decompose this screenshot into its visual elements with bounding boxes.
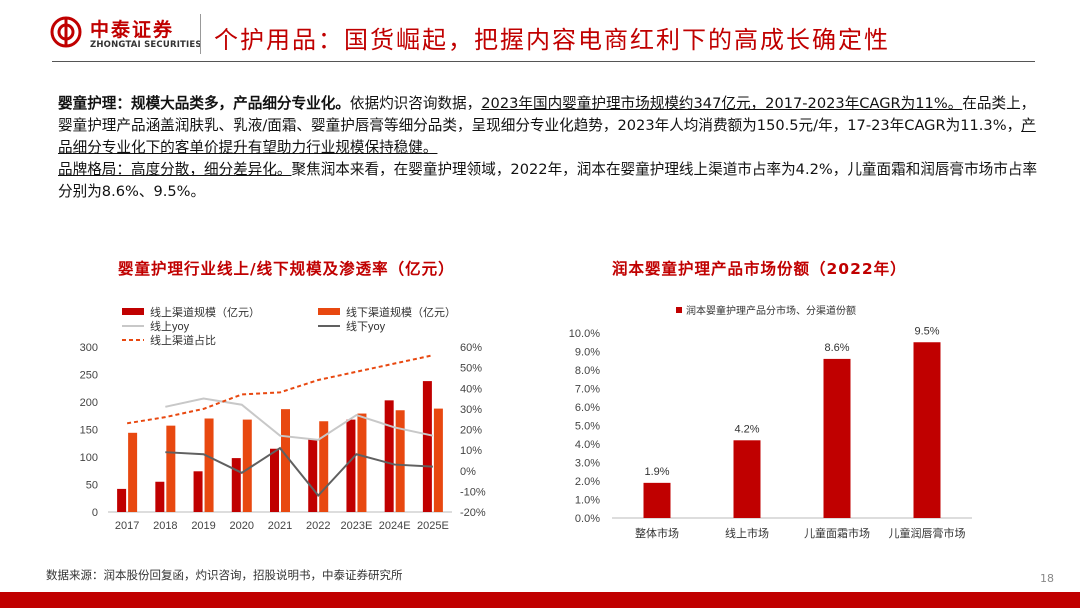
y-tick-label: 100 — [80, 452, 98, 464]
y-tick-label: 5.0% — [575, 421, 600, 433]
bar — [308, 439, 318, 512]
bar — [319, 421, 329, 512]
bar — [357, 413, 367, 512]
y-tick-label: 4.0% — [575, 439, 600, 451]
legend-label: 线上yoy — [150, 319, 190, 333]
bar — [395, 410, 405, 512]
bar — [823, 358, 851, 518]
series-line — [165, 397, 434, 441]
logo-subtext: ZHONGTAI SECURITIES — [90, 40, 202, 50]
bar — [733, 440, 761, 518]
y2-tick-label: 40% — [460, 383, 482, 395]
y-tick-label: 0.0% — [575, 513, 600, 525]
y2-tick-label: 10% — [460, 445, 482, 457]
y2-tick-label: 20% — [460, 425, 482, 437]
legend-label: 线上渠道占比 — [150, 333, 216, 347]
legend-swatch — [318, 308, 340, 315]
y-tick-label: 2.0% — [575, 476, 600, 488]
bar — [384, 400, 394, 512]
right-chart: 润本婴童护理产品分市场、分渠道份额 10.0% 9.0% 8.0% 7.0% 6.0% 5.… — [569, 304, 972, 540]
legend-label: 线下yoy — [346, 319, 386, 333]
para1-underline-2: 产品细分专业化下的客单价提升有望助力行业规模保持稳健。 — [58, 117, 1036, 156]
para2-text: 聚焦润本来看，在婴童护理领域，2022年，润本在婴童护理线上渠道市占率为4.2%… — [58, 161, 1038, 200]
para1-underline-1: 2023年国内婴童护理市场规模约347亿元，2017-2023年CAGR为11%… — [481, 95, 963, 112]
bar — [242, 419, 252, 512]
x-tick-label: 2021 — [268, 520, 292, 532]
header-rule — [52, 61, 1035, 62]
x-tick-label: 2020 — [230, 520, 254, 532]
zhongtai-logo-icon — [50, 16, 82, 48]
y-tick-label: 300 — [80, 342, 98, 354]
page-title: 个护用品：国货崛起，把握内容电商红利下的高成长确定性 — [214, 26, 890, 54]
x-tick-label: 2024E — [379, 520, 411, 532]
y-tick-label: 150 — [80, 425, 98, 437]
page-number: 18 — [1040, 572, 1054, 585]
data-label: 9.5% — [914, 325, 939, 337]
y-tick-label: 200 — [80, 397, 98, 409]
y2-tick-label: 30% — [460, 404, 482, 416]
data-label: 1.9% — [644, 466, 669, 478]
bar — [193, 471, 203, 512]
y2-tick-label: 0% — [460, 466, 476, 478]
bar — [117, 488, 127, 512]
y-tick-label: 9.0% — [575, 347, 600, 359]
bar — [422, 381, 432, 512]
footer-bar — [0, 592, 1080, 608]
para2-heading: 品牌格局：高度分散，细分差异化。 — [58, 161, 292, 178]
right-chart-title: 润本婴童护理产品市场份额（2022年） — [612, 260, 907, 278]
x-tick-label: 2018 — [153, 520, 177, 532]
x-tick-label: 儿童润唇膏市场 — [889, 526, 966, 540]
logo-text: 中泰证券 — [90, 19, 175, 41]
y2-tick-label: 60% — [460, 342, 482, 354]
x-tick-label: 2019 — [191, 520, 215, 532]
data-label: 4.2% — [734, 423, 759, 435]
left-chart-title: 婴童护理行业线上/线下规模及渗透率（亿元） — [118, 260, 455, 278]
y-tick-label: 3.0% — [575, 458, 600, 470]
bar — [166, 425, 176, 512]
x-tick-label: 2017 — [115, 520, 139, 532]
left-chart: 线上渠道规模（亿元） 线下渠道规模（亿元） 线上yoy 线下yoy 线上渠道占比 300 2… — [80, 305, 486, 532]
source-note: 数据来源：润本股份回复函，灼识咨询，招股说明书，中泰证券研究所 — [46, 568, 403, 582]
series-line — [165, 446, 433, 498]
para1-heading: 婴童护理：规模大品类多，产品细分专业化。 — [58, 95, 350, 112]
legend-swatch — [122, 308, 144, 315]
y-tick-label: 7.0% — [575, 384, 600, 396]
x-tick-label: 整体市场 — [635, 526, 679, 540]
bar — [270, 448, 279, 512]
x-tick-label: 2025E — [417, 520, 449, 532]
bar — [433, 408, 443, 512]
header-divider — [200, 14, 201, 54]
bar — [643, 482, 671, 518]
x-tick-label: 2023E — [341, 520, 373, 532]
bar — [281, 409, 290, 512]
bar — [128, 432, 138, 512]
x-tick-label: 儿童面霜市场 — [804, 526, 870, 540]
y-tick-label: 1.0% — [575, 495, 600, 507]
legend-label: 线下渠道规模（亿元） — [346, 305, 456, 319]
data-label: 8.6% — [824, 342, 849, 354]
y2-tick-label: 50% — [460, 363, 482, 375]
bar — [346, 419, 356, 512]
y-tick-label: 0 — [92, 507, 98, 519]
y-tick-label: 8.0% — [575, 365, 600, 377]
y-tick-label: 250 — [80, 370, 98, 382]
para1-text-2: 在品类上，婴童护理产品涵盖润肤乳、乳液/面霜、婴童护唇膏等细分品类，呈现细分专业… — [58, 95, 1036, 134]
bar — [155, 481, 165, 512]
bar — [913, 342, 941, 518]
y-tick-label: 50 — [86, 480, 98, 492]
series-line — [126, 354, 434, 425]
y-tick-label: 10.0% — [569, 328, 600, 340]
y2-tick-label: -10% — [460, 486, 486, 498]
bar — [204, 418, 214, 512]
legend-swatch — [676, 307, 682, 313]
legend-label: 润本婴童护理产品分市场、分渠道份额 — [686, 304, 856, 317]
body-text: 婴童护理：规模大品类多，产品细分专业化。依据灼识咨询数据，2023年国内婴童护理… — [58, 93, 1048, 203]
bar — [231, 458, 241, 512]
x-tick-label: 2022 — [306, 520, 330, 532]
y2-tick-label: -20% — [460, 507, 486, 519]
legend-label: 线上渠道规模（亿元） — [150, 305, 260, 319]
para1-text: 依据灼识咨询数据， — [349, 95, 482, 112]
x-tick-label: 线上市场 — [725, 526, 769, 540]
y-tick-label: 6.0% — [575, 402, 600, 414]
